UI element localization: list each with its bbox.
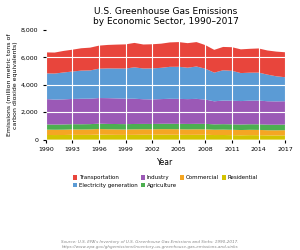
Legend: Transportation, Electricity generation, Industry, Agriculture, Commercial, Resid: Transportation, Electricity generation, … [73, 175, 258, 188]
Title: U.S. Greenhouse Gas Emissions
by Economic Sector, 1990–2017: U.S. Greenhouse Gas Emissions by Economi… [92, 7, 239, 26]
Text: Source: U.S. EPA's Inventory of U.S. Greenhouse Gas Emissions and Sinks: 1990-20: Source: U.S. EPA's Inventory of U.S. Gre… [61, 240, 239, 249]
Y-axis label: Emissions (million metric tons of
carbon dioxide equivalents): Emissions (million metric tons of carbon… [7, 34, 18, 136]
X-axis label: Year: Year [158, 158, 174, 167]
